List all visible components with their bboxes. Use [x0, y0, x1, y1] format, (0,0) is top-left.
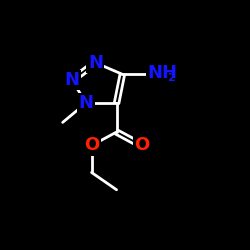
Text: NH: NH	[148, 64, 178, 82]
Text: O: O	[134, 136, 149, 154]
Text: N: N	[88, 54, 103, 72]
Text: O: O	[84, 136, 99, 154]
Text: N: N	[78, 94, 93, 112]
Text: 2: 2	[168, 73, 175, 83]
Text: N: N	[65, 71, 80, 89]
